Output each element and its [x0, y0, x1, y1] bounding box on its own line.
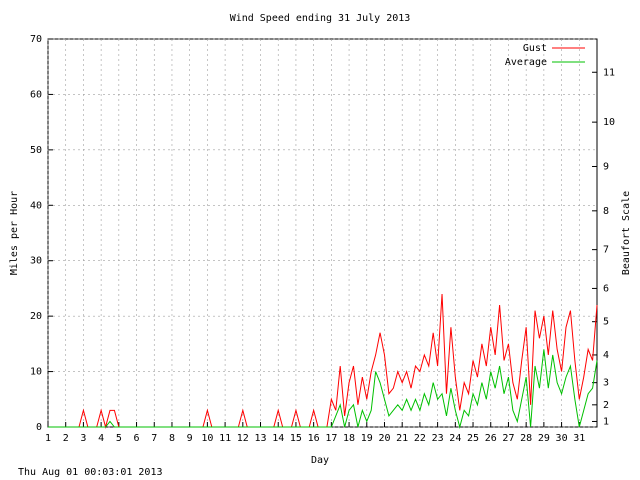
x-tick-label: 4 — [98, 433, 104, 444]
x-tick-label: 26 — [485, 433, 497, 444]
y-tick-label: 50 — [30, 145, 42, 156]
x-tick-label: 14 — [272, 433, 284, 444]
x-tick-label: 15 — [290, 433, 302, 444]
x-tick-label: 8 — [169, 433, 175, 444]
y-tick-label: 10 — [30, 367, 42, 378]
y2-tick-label: 9 — [603, 161, 609, 172]
y-tick-label: 30 — [30, 256, 42, 267]
x-tick-label: 5 — [116, 433, 122, 444]
x-tick-label: 17 — [325, 433, 337, 444]
x-tick-label: 24 — [449, 433, 461, 444]
x-tick-label: 27 — [502, 433, 514, 444]
x-tick-label: 30 — [556, 433, 568, 444]
x-tick-label: 29 — [538, 433, 550, 444]
y2-tick-label: 1 — [603, 416, 609, 427]
y-tick-label: 20 — [30, 311, 42, 322]
x-tick-label: 25 — [467, 433, 479, 444]
x-tick-label: 12 — [237, 433, 249, 444]
y2-axis-label: Beaufort Scale — [621, 191, 632, 275]
y2-tick-label: 6 — [603, 283, 609, 294]
chart-title: Wind Speed ending 31 July 2013 — [230, 13, 411, 24]
x-tick-label: 3 — [80, 433, 86, 444]
x-tick-label: 2 — [63, 433, 69, 444]
plot-frame — [47, 38, 598, 428]
x-tick-label: 13 — [254, 433, 266, 444]
y2-tick-label: 11 — [603, 67, 615, 78]
x-tick-label: 10 — [201, 433, 213, 444]
y-tick-label: 40 — [30, 200, 42, 211]
x-tick-label: 23 — [432, 433, 444, 444]
x-axis-label: Day — [311, 455, 329, 466]
x-tick-label: 11 — [219, 433, 231, 444]
y2-tick-label: 3 — [603, 378, 609, 389]
y-tick-label: 70 — [30, 34, 42, 45]
legend-label: Average — [505, 57, 547, 68]
x-tick-label: 22 — [414, 433, 426, 444]
y2-tick-label: 10 — [603, 117, 615, 128]
y2-tick-label: 2 — [603, 400, 609, 411]
legend-label: Gust — [523, 43, 547, 54]
y2-tick-label: 4 — [603, 350, 609, 361]
x-tick-label: 18 — [343, 433, 355, 444]
x-tick-label: 20 — [378, 433, 390, 444]
y-tick-label: 60 — [30, 89, 42, 100]
x-tick-label: 31 — [573, 433, 585, 444]
x-tick-label: 7 — [151, 433, 157, 444]
x-tick-label: 19 — [361, 433, 373, 444]
footer: Thu Aug 01 00:03:01 2013 — [18, 467, 163, 478]
y-tick-label: 0 — [36, 422, 42, 433]
series-line — [48, 349, 598, 429]
y2-tick-label: 7 — [603, 245, 609, 256]
x-tick-label: 28 — [520, 433, 532, 444]
series-line — [48, 293, 598, 429]
y-axis-label: Miles per Hour — [9, 191, 20, 275]
x-tick-label: 16 — [308, 433, 320, 444]
y2-tick-label: 8 — [603, 206, 609, 217]
x-tick-label: 9 — [187, 433, 193, 444]
x-tick-label: 21 — [396, 433, 408, 444]
y2-tick-label: 5 — [603, 317, 609, 328]
x-tick-label: 6 — [134, 433, 140, 444]
x-tick-label: 1 — [45, 433, 51, 444]
